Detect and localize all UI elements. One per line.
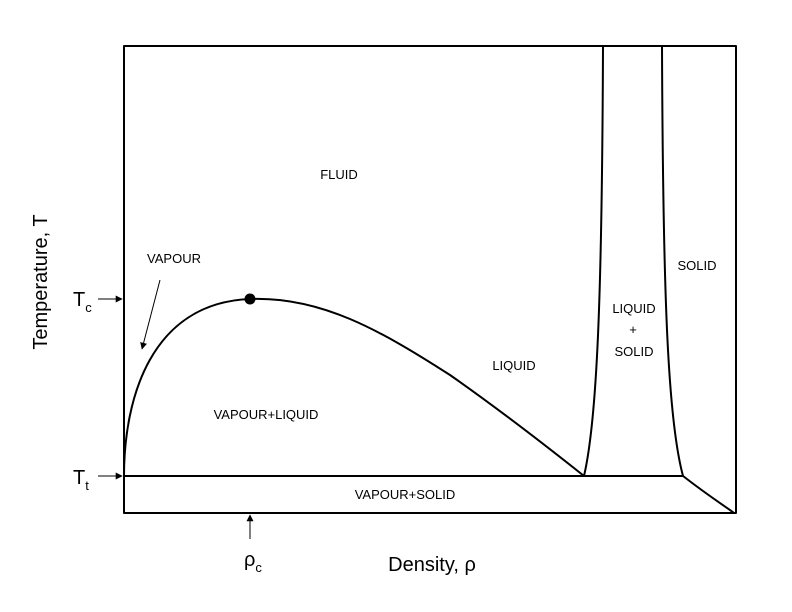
region-label-liquid-solid-top: LIQUID bbox=[612, 301, 655, 316]
region-label-liquid-solid-bottom: SOLID bbox=[614, 344, 653, 359]
region-label-liquid: LIQUID bbox=[492, 358, 535, 373]
region-label-vapour: VAPOUR bbox=[147, 251, 201, 266]
region-label-fluid: FLUID bbox=[320, 167, 358, 182]
vapour-liquid-coexistence-curve bbox=[123, 297, 585, 477]
tick-label-tc-main: T bbox=[73, 289, 85, 311]
critical-point bbox=[244, 293, 256, 305]
region-label-vapour-solid: VAPOUR+SOLID bbox=[355, 487, 456, 502]
tick-label-tt-main: T bbox=[73, 467, 85, 489]
region-label-solid: SOLID bbox=[677, 258, 716, 273]
y-axis-label: Temperature, T bbox=[30, 214, 52, 349]
tick-label-rho-c-main: ρ bbox=[244, 549, 255, 571]
vapour-pointer-arrow bbox=[140, 279, 161, 350]
tick-label-rho-c-sub: c bbox=[255, 560, 262, 575]
tick-label-tc: Tc bbox=[73, 289, 92, 315]
melting-line bbox=[661, 45, 684, 477]
tick-label-tt-sub: t bbox=[85, 478, 89, 493]
tick-label-tc-sub: c bbox=[85, 300, 92, 315]
region-label-vapour-liquid: VAPOUR+LIQUID bbox=[214, 407, 319, 422]
plot-frame bbox=[123, 45, 737, 514]
freezing-line bbox=[583, 45, 604, 477]
tick-label-tt: Tt bbox=[73, 467, 89, 493]
x-axis-label: Density, ρ bbox=[388, 554, 476, 576]
tick-label-rho-c: ρc bbox=[244, 549, 262, 575]
sublimation-line bbox=[682, 475, 735, 514]
region-label-liquid-solid-plus: + bbox=[629, 322, 637, 337]
